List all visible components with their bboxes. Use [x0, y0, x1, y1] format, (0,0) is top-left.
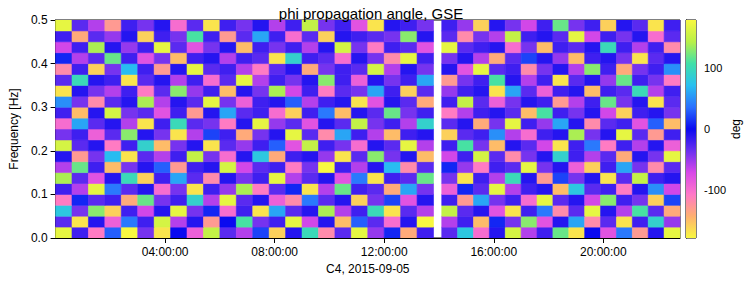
svg-text:Frequency [Hz]: Frequency [Hz] — [7, 88, 21, 169]
svg-text:08:00:00: 08:00:00 — [251, 245, 298, 259]
svg-text:C4, 2015-09-05: C4, 2015-09-05 — [326, 262, 410, 276]
svg-text:0.3: 0.3 — [31, 100, 48, 114]
svg-text:0.1: 0.1 — [31, 187, 48, 201]
svg-text:-100: -100 — [704, 184, 726, 196]
svg-text:0.2: 0.2 — [31, 144, 48, 158]
svg-text:100: 100 — [704, 62, 722, 74]
svg-text:20:00:00: 20:00:00 — [580, 245, 627, 259]
svg-text:04:00:00: 04:00:00 — [142, 245, 189, 259]
svg-text:0.0: 0.0 — [31, 231, 48, 245]
svg-text:deg: deg — [729, 119, 743, 139]
svg-text:0.4: 0.4 — [31, 57, 48, 71]
svg-text:phi propagation angle, GSE: phi propagation angle, GSE — [279, 5, 463, 22]
svg-text:12:00:00: 12:00:00 — [361, 245, 408, 259]
svg-text:0: 0 — [704, 123, 710, 135]
svg-text:16:00:00: 16:00:00 — [470, 245, 517, 259]
svg-text:0.5: 0.5 — [31, 13, 48, 27]
